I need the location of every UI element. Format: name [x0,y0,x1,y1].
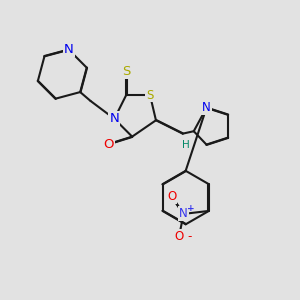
Text: O: O [167,190,176,202]
Text: O: O [175,230,184,243]
Text: -: - [188,230,192,243]
Text: +: + [187,204,195,213]
Text: H: H [182,140,190,150]
Text: S: S [122,65,130,78]
Text: N: N [202,101,211,114]
Text: N: N [110,112,119,125]
Text: N: N [179,207,188,220]
Text: S: S [146,88,154,101]
Text: O: O [103,138,114,151]
Text: N: N [64,43,74,56]
